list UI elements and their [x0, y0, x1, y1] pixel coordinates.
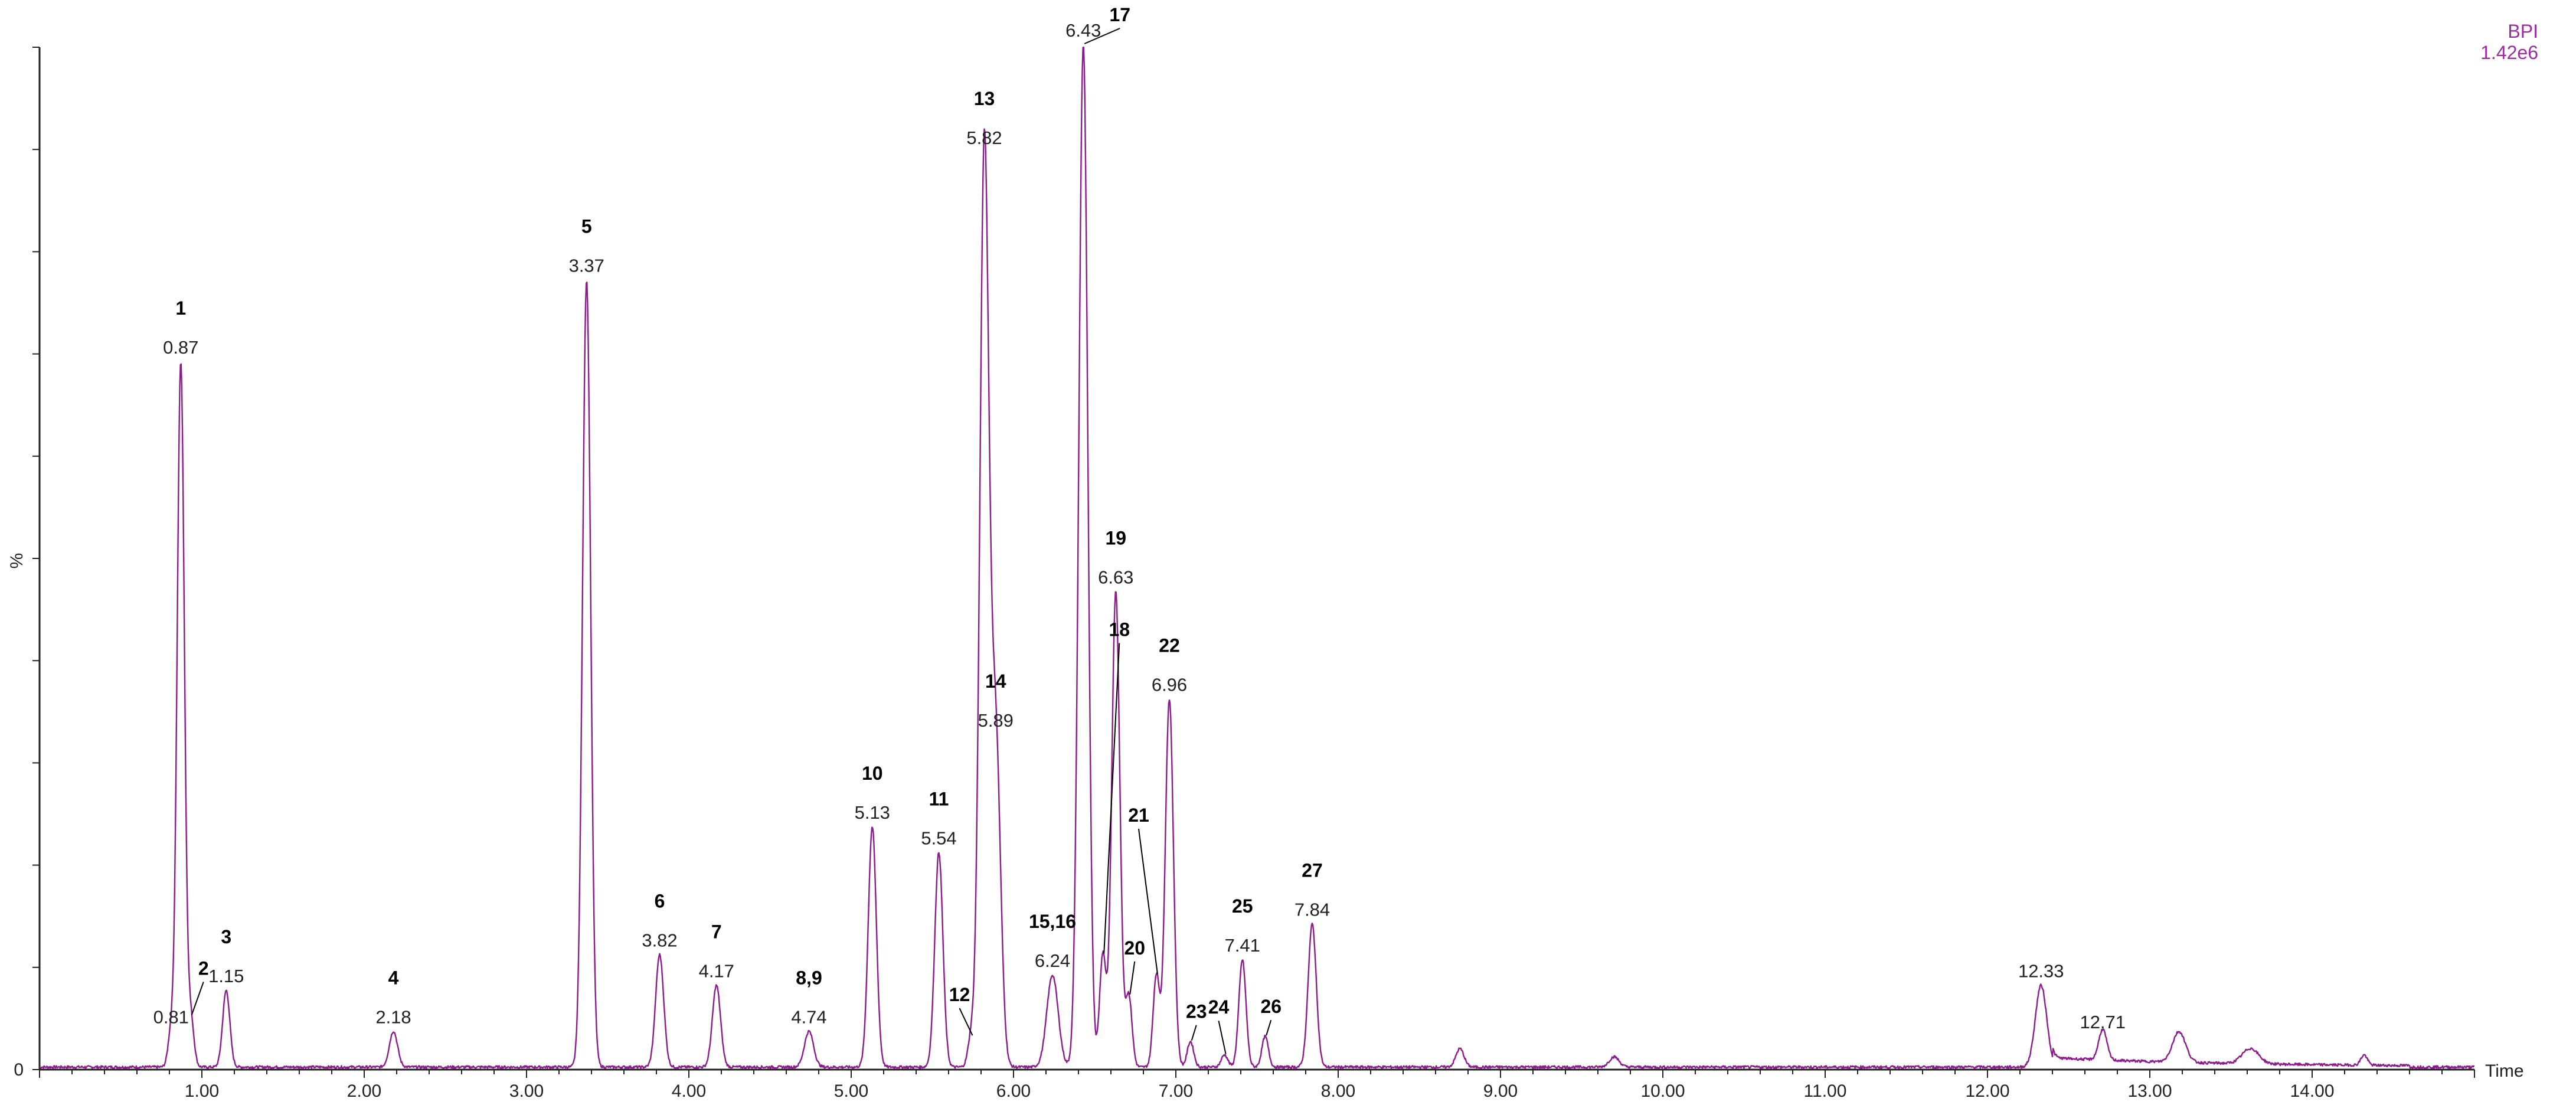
peak-id-label: 18: [1109, 619, 1130, 640]
x-tick-label: 2.00: [347, 1081, 381, 1101]
x-tick-label: 9.00: [1483, 1081, 1518, 1101]
peak-id-label: 23: [1186, 1001, 1207, 1022]
x-tick-label: 10.00: [1640, 1081, 1685, 1101]
intensity-label: 1.42e6: [2480, 42, 2538, 63]
y-zero-label: 0: [14, 1060, 24, 1080]
peak-retention-time: 4.74: [791, 1006, 826, 1027]
y-axis-ticks: [32, 47, 40, 1070]
peak-retention-time: 4.17: [699, 960, 734, 981]
peak-id-label: 12: [949, 984, 970, 1005]
peak-leader-line: [1138, 828, 1158, 975]
peak-id-label: 11: [929, 788, 949, 809]
peak-id-label: 2: [198, 957, 209, 979]
peak-leader-line: [1129, 961, 1136, 995]
x-tick-label: 3.00: [509, 1081, 544, 1101]
peak-retention-time: 7.41: [1225, 935, 1260, 956]
peak-retention-time: 5.13: [855, 802, 890, 823]
peak-id-label: 10: [862, 763, 883, 784]
peak-leader-line: [959, 1008, 973, 1036]
y-axis-label: %: [7, 553, 27, 569]
peak-id-label: 25: [1232, 895, 1253, 917]
peak-id-label: 20: [1124, 937, 1145, 959]
peak-leader-line: [1084, 28, 1120, 44]
peak-retention-time: 6.24: [1035, 950, 1070, 971]
peak-id-label: 4: [388, 967, 399, 988]
x-tick-label: 6.00: [996, 1081, 1031, 1101]
peak-retention-time: 7.84: [1294, 900, 1330, 920]
x-tick-label: 4.00: [672, 1081, 706, 1101]
x-tick-label: 7.00: [1159, 1081, 1193, 1101]
peak-id-label: 1: [175, 298, 186, 319]
x-tick-label: 5.00: [834, 1081, 868, 1101]
peak-leader-line: [1266, 1019, 1272, 1036]
peak-retention-time: 3.37: [569, 255, 604, 276]
x-tick-label: 1.00: [185, 1081, 219, 1101]
peak-retention-time: 1.15: [208, 966, 244, 986]
peak-id-label: 3: [221, 926, 231, 947]
peak-id-label: 5: [581, 215, 592, 237]
peak-id-label: 17: [1109, 4, 1130, 25]
plot-frame: [38, 47, 2474, 1071]
x-tick-label: 14.00: [2290, 1081, 2334, 1101]
bpi-trace-line: [39, 46, 2475, 1069]
peak-id-label: 7: [711, 921, 722, 942]
peak-retention-time: 2.18: [375, 1006, 411, 1027]
x-tick-label: 12.00: [1965, 1081, 2009, 1101]
peak-id-label: 19: [1105, 528, 1126, 549]
peak-id-label: 27: [1302, 860, 1323, 881]
peak-retention-time: 5.54: [921, 828, 956, 848]
peak-leader-lines: [191, 28, 1272, 1054]
peak-id-label: 24: [1208, 996, 1230, 1018]
peak-id-label: 6: [655, 890, 665, 911]
peak-retention-time: 0.87: [163, 337, 198, 358]
peak-retention-time: 3.82: [642, 930, 677, 950]
x-tick-label: 8.00: [1321, 1081, 1355, 1101]
peak-leader-line: [191, 982, 204, 1015]
peak-retention-time: 6.63: [1098, 567, 1133, 588]
peak-id-label: 26: [1260, 996, 1282, 1017]
trace-label: BPI: [2508, 21, 2538, 42]
x-tick-label: 13.00: [2127, 1081, 2172, 1101]
peak-id-label: 13: [974, 88, 995, 109]
x-tick-label: 11.00: [1804, 1081, 1847, 1101]
peak-retention-time: 12.71: [2080, 1012, 2126, 1032]
peak-leader-line: [1218, 1021, 1227, 1054]
peak-retention-time: 5.82: [966, 128, 1002, 148]
x-axis-ticks: 1.00 2.00 3.00 4.00 5.00 6.00 7.00 8.00 9.00 10.0…: [39, 1070, 2475, 1101]
peak-id-label: 21: [1128, 805, 1149, 826]
peak-retention-time: 6.96: [1152, 674, 1187, 695]
peak-retention-time: 12.33: [2018, 960, 2064, 981]
peak-id-label: 14: [985, 671, 1006, 692]
peak-id-label: 15,16: [1029, 911, 1076, 932]
peak-id-label: 8,9: [796, 967, 822, 988]
peak-leader-line: [1103, 643, 1120, 954]
peak-leader-line: [1191, 1025, 1197, 1041]
x-axis-label: Time: [2485, 1061, 2524, 1081]
peak-id-label: 22: [1159, 635, 1180, 656]
peak-retention-time: 0.81: [153, 1006, 189, 1027]
peak-retention-time: 6.43: [1065, 20, 1101, 41]
peak-retention-time: 5.89: [978, 710, 1014, 731]
